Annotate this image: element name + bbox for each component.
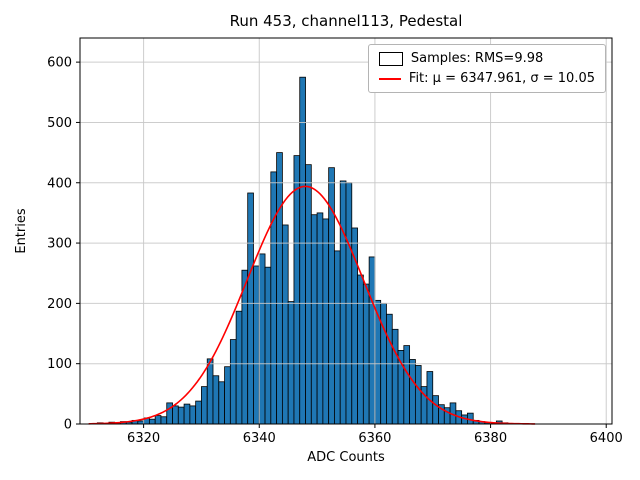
- legend-samples-label: Samples: RMS=9.98: [410, 51, 544, 66]
- histogram-bar: [258, 253, 266, 425]
- y-tick-label: 0: [64, 418, 72, 433]
- histogram-bar: [316, 212, 324, 425]
- histogram-bar: [409, 359, 416, 425]
- histogram-bar: [270, 171, 278, 425]
- x-tick-label: 6320: [127, 431, 160, 446]
- y-tick-label: 600: [47, 56, 72, 71]
- histogram-bar: [403, 345, 411, 425]
- histogram-bar: [166, 402, 173, 425]
- histogram-bar: [432, 395, 439, 425]
- histogram-bar: [339, 180, 347, 425]
- samples-swatch-icon: [378, 51, 403, 66]
- histogram-bar: [391, 328, 399, 425]
- histogram-bar: [293, 155, 301, 425]
- histogram-bar: [305, 164, 312, 425]
- histogram-bar: [189, 405, 197, 425]
- legend-entry-fit: Fit: μ = 6347.961, σ = 10.05: [378, 71, 595, 86]
- histogram-bar: [218, 381, 225, 425]
- histogram-bar: [177, 406, 185, 425]
- histogram-bar: [154, 415, 162, 425]
- histogram-bar: [235, 310, 243, 425]
- histogram-bar: [253, 265, 260, 425]
- y-tick-label: 500: [47, 116, 72, 131]
- legend-entry-samples: Samples: RMS=9.98: [378, 51, 595, 66]
- y-tick-label: 300: [47, 237, 72, 252]
- y-axis-label: Entries: [14, 208, 29, 254]
- x-tick-label: 6400: [590, 431, 623, 446]
- histogram-bar: [206, 358, 214, 425]
- histogram-bar: [183, 403, 191, 425]
- x-axis-label: ADC Counts: [307, 450, 385, 465]
- histogram-bar: [160, 416, 168, 425]
- histogram-bar: [362, 283, 370, 425]
- histogram-bar: [195, 400, 202, 425]
- y-tick-label: 200: [47, 297, 72, 312]
- histogram-bar: [247, 192, 254, 425]
- histogram-bar: [281, 224, 289, 425]
- x-tick-label: 6360: [358, 431, 391, 446]
- histogram-bar: [264, 266, 272, 425]
- histogram-bar: [414, 365, 422, 425]
- legend: Samples: RMS=9.98 Fit: μ = 6347.961, σ =…: [367, 44, 606, 93]
- histogram-bar: [241, 269, 249, 425]
- histogram-bar: [310, 214, 318, 425]
- axes-spines: [79, 37, 613, 425]
- histogram-bar: [229, 339, 237, 425]
- histogram-bar: [212, 375, 220, 425]
- x-tick-label: 6380: [474, 431, 507, 446]
- histogram-bar: [276, 152, 283, 425]
- histogram-bar: [386, 313, 393, 425]
- histogram-bar: [148, 418, 156, 425]
- legend-fit-label: Fit: μ = 6347.961, σ = 10.05: [408, 71, 595, 86]
- y-tick-label: 400: [47, 176, 72, 191]
- fit-line-icon: [378, 77, 401, 80]
- histogram-bar: [299, 76, 306, 425]
- fit-curve: [88, 185, 536, 425]
- x-tick-label: 6340: [243, 431, 276, 446]
- histogram-bar: [334, 250, 341, 425]
- histogram-bar: [322, 218, 330, 425]
- histogram-bar: [287, 301, 295, 425]
- chart-title: Run 453, channel113, Pedestal: [229, 12, 463, 30]
- histogram-bar: [224, 366, 231, 425]
- y-tick-label: 100: [47, 357, 72, 372]
- histogram-bar: [172, 405, 179, 425]
- histogram-bar: [201, 386, 208, 425]
- histogram-bar: [368, 256, 376, 425]
- histogram-bar: [357, 274, 364, 425]
